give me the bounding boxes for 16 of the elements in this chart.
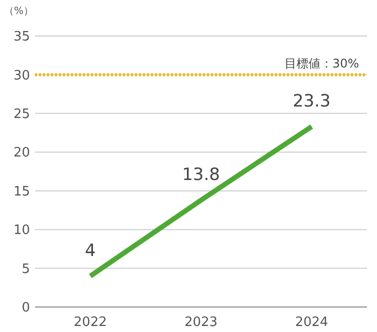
- x-tick-label: 2022: [74, 315, 107, 330]
- y-tick-label: 20: [13, 146, 30, 161]
- data-label: 23.3: [292, 92, 331, 112]
- y-tick-label: 35: [13, 30, 30, 45]
- y-axis-title: （%）: [4, 6, 34, 17]
- x-tick-label: 2024: [295, 315, 328, 330]
- data-label: 4: [84, 241, 96, 262]
- x-tick-label: 2023: [184, 315, 218, 330]
- data-label: 13.8: [182, 165, 220, 186]
- y-tick-label: 30: [13, 68, 30, 84]
- ref-line-label: 目標値：30%: [284, 56, 359, 71]
- y-tick-label: 25: [13, 106, 30, 122]
- y-tick-label: 10: [13, 223, 30, 238]
- y-tick-label: 0: [22, 300, 30, 316]
- y-tick-label: 15: [13, 184, 30, 200]
- y-tick-label: 5: [22, 262, 30, 277]
